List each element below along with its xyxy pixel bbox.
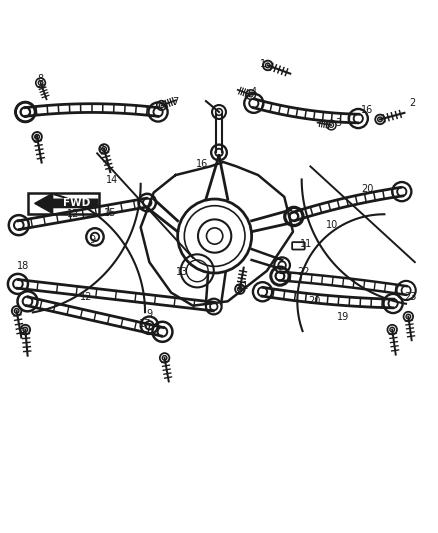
- Text: 15: 15: [104, 208, 117, 219]
- Text: 17: 17: [139, 319, 151, 329]
- Text: 22: 22: [297, 266, 310, 277]
- Text: 16: 16: [361, 105, 373, 115]
- Text: 3: 3: [336, 118, 342, 128]
- Text: 4: 4: [251, 87, 257, 98]
- Text: 12: 12: [67, 209, 79, 219]
- Text: 18: 18: [17, 261, 29, 271]
- Text: 9: 9: [146, 309, 152, 319]
- Text: 23: 23: [404, 292, 417, 302]
- Text: 5: 5: [33, 135, 39, 146]
- Text: 16: 16: [195, 159, 208, 169]
- Text: 11: 11: [300, 239, 312, 249]
- FancyBboxPatch shape: [292, 242, 305, 249]
- Text: 20: 20: [361, 184, 373, 194]
- Text: 2: 2: [410, 98, 416, 108]
- Polygon shape: [35, 193, 98, 213]
- Text: 13: 13: [176, 266, 188, 277]
- Text: 19: 19: [337, 312, 349, 321]
- Text: 8: 8: [38, 75, 44, 84]
- Text: 14: 14: [106, 175, 119, 185]
- Text: 6: 6: [99, 145, 105, 155]
- Text: 10: 10: [326, 220, 338, 230]
- Text: FWD: FWD: [63, 198, 90, 208]
- Text: 20: 20: [308, 296, 321, 306]
- Text: 12: 12: [80, 292, 92, 302]
- Text: 9: 9: [90, 236, 96, 245]
- Bar: [28, 193, 99, 214]
- Text: 1: 1: [259, 59, 265, 69]
- Text: 7: 7: [172, 97, 179, 107]
- Text: 21: 21: [237, 281, 249, 291]
